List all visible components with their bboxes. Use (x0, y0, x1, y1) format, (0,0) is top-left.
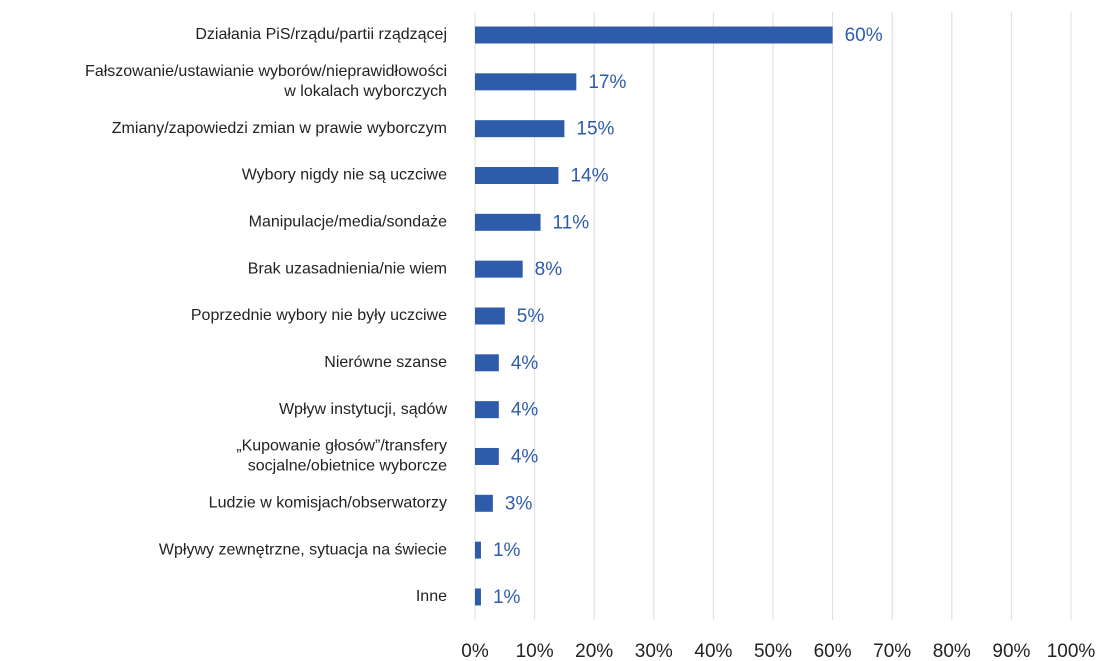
data-label: 5% (517, 306, 545, 327)
bar (475, 120, 565, 138)
x-tick-label: 50% (754, 641, 792, 661)
bar (475, 213, 541, 231)
x-tick-label: 40% (694, 641, 732, 661)
data-label: 1% (493, 587, 521, 608)
category-label: Fałszowanie/ustawianie wyborów/nieprawid… (85, 63, 447, 100)
category-label: Manipulacje/media/sondaże (249, 214, 447, 231)
x-tick-label: 20% (575, 641, 613, 661)
x-tick-label: 60% (814, 641, 852, 661)
category-label: Działania PiS/rządu/partii rządzącej (195, 26, 447, 43)
category-label: Wybory nigdy nie są uczciwe (242, 167, 447, 184)
category-label: Brak uzasadnienia/nie wiem (248, 260, 447, 277)
data-label: 4% (511, 353, 539, 374)
bar (475, 401, 499, 419)
x-tick-label: 100% (1047, 641, 1096, 661)
category-label: Poprzednie wybory nie były uczciwe (191, 307, 447, 324)
data-label: 4% (511, 446, 539, 467)
x-tick-label: 10% (516, 641, 554, 661)
x-tick-label: 30% (635, 641, 673, 661)
data-label: 15% (576, 119, 614, 140)
category-label: Zmiany/zapowiedzi zmian w prawie wyborcz… (112, 120, 447, 137)
data-label: 11% (553, 212, 590, 233)
data-label: 14% (570, 166, 608, 187)
category-label: Inne (416, 588, 447, 605)
category-label: Ludzie w komisjach/obserwatorzy (209, 495, 447, 512)
data-label: 8% (535, 259, 563, 280)
data-label: 4% (511, 400, 539, 421)
bar (475, 166, 559, 184)
category-label: „Kupowanie głosów”/transfery socjalne/obi… (236, 438, 447, 475)
bar (475, 494, 493, 512)
bar (475, 73, 577, 91)
data-label: 1% (493, 540, 521, 561)
data-label: 17% (588, 72, 626, 93)
bar (475, 354, 499, 372)
x-tick-label: 0% (461, 641, 489, 661)
bar (475, 26, 833, 44)
bar (475, 307, 505, 325)
x-tick-label: 80% (933, 641, 971, 661)
data-label: 60% (845, 25, 883, 46)
bar (475, 588, 481, 606)
category-label: Nierówne szanse (324, 354, 447, 371)
x-tick-label: 90% (992, 641, 1030, 661)
category-label: Wpływy zewnętrzne, sytuacja na świecie (159, 541, 447, 558)
data-label: 3% (505, 493, 533, 514)
bar (475, 447, 499, 465)
bar (475, 541, 481, 559)
x-tick-label: 70% (873, 641, 911, 661)
bar (475, 260, 523, 278)
category-label: Wpływ instytucji, sądów (279, 401, 447, 418)
